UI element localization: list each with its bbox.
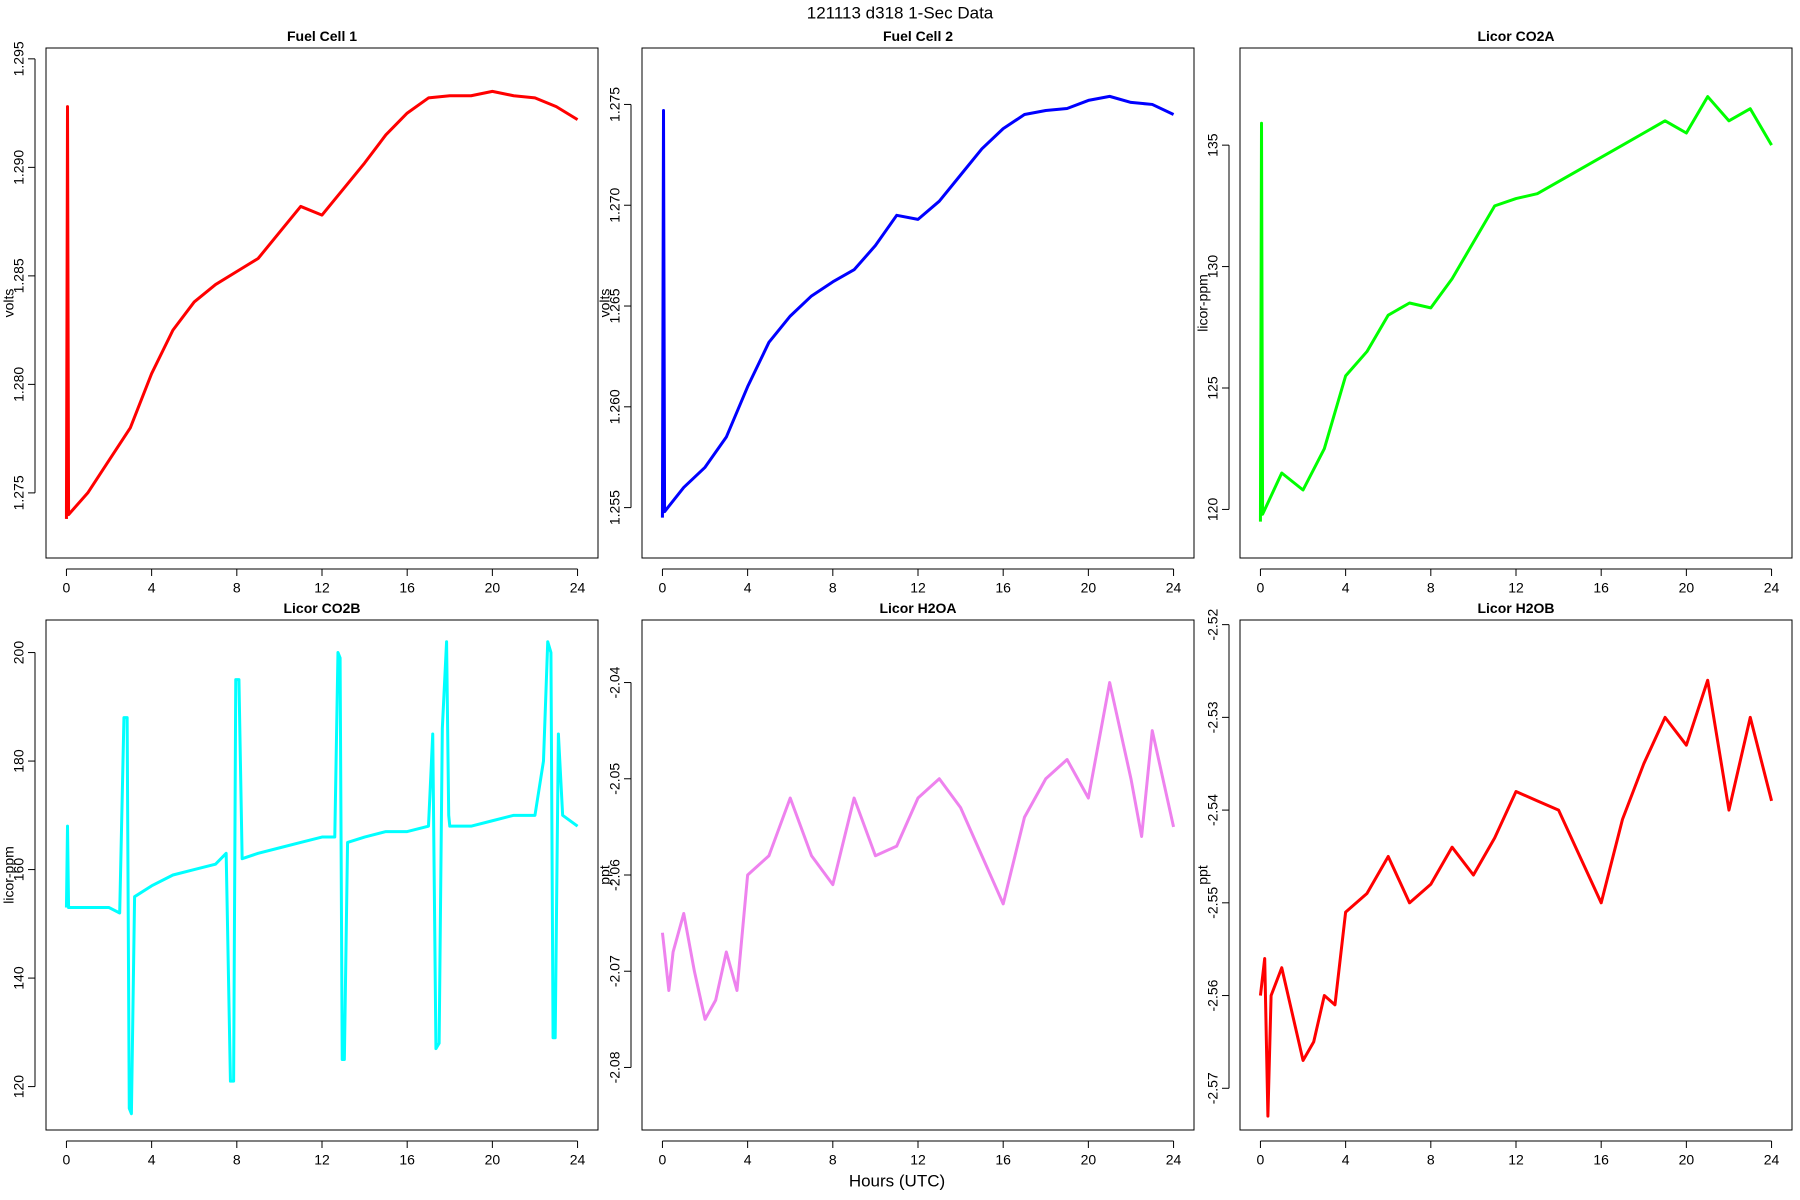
plot-frame [45, 47, 599, 559]
figure-title: 121113 d318 1-Sec Data [807, 3, 994, 22]
y-tick-label: -2.56 [1205, 979, 1221, 1011]
x-tick-label: 20 [485, 1152, 501, 1168]
y-tick-label: 1.255 [607, 490, 623, 525]
y-tick-label: 1.290 [11, 150, 27, 185]
panel-title: Fuel Cell 1 [287, 28, 357, 44]
x-tick-label: 8 [233, 580, 241, 596]
plot-frame [1239, 619, 1793, 1131]
y-tick-label: -2.08 [607, 1051, 623, 1083]
x-tick-label: 20 [1679, 1152, 1695, 1168]
x-tick-label: 20 [1679, 580, 1695, 596]
x-tick-label: 8 [1427, 1152, 1435, 1168]
x-tick-label: 12 [314, 1152, 330, 1168]
plot-frame [641, 619, 1195, 1131]
y-tick-label: 1.295 [11, 41, 27, 76]
y-tick-label: -2.06 [607, 859, 623, 891]
y-tick-label: -2.04 [607, 666, 623, 698]
data-line [64, 640, 579, 1116]
plot-frame [45, 619, 599, 1131]
y-tick-label: 1.270 [607, 188, 623, 223]
x-tick-label: 0 [63, 1152, 71, 1168]
x-tick-label: 8 [829, 580, 837, 596]
y-tick-label: -2.55 [1205, 887, 1221, 919]
y-tick-label: -2.53 [1205, 701, 1221, 733]
panel-title: Licor H2OB [1477, 600, 1554, 616]
x-tick-label: 16 [995, 1152, 1011, 1168]
x-tick-label: 12 [1508, 580, 1524, 596]
y-tick-label: 125 [1205, 376, 1221, 400]
x-tick-label: 12 [910, 580, 926, 596]
x-tick-label: 20 [1081, 580, 1097, 596]
y-axis-label: ppt [597, 865, 613, 885]
y-tick-label: -2.05 [607, 763, 623, 795]
x-tick-label: 24 [1764, 1152, 1780, 1168]
x-axis-label: Hours (UTC) [849, 1171, 945, 1190]
y-tick-label: 1.275 [607, 87, 623, 122]
y-tick-label: 120 [11, 1075, 27, 1099]
x-tick-label: 8 [1427, 580, 1435, 596]
x-tick-label: 0 [659, 580, 667, 596]
x-tick-label: 16 [399, 1152, 415, 1168]
y-axis-label: volts [597, 289, 613, 318]
y-tick-label: -2.57 [1205, 1072, 1221, 1104]
x-tick-label: 12 [1508, 1152, 1524, 1168]
x-tick-label: 4 [744, 1152, 752, 1168]
y-axis-label: ppt [1195, 865, 1211, 885]
y-tick-label: -2.54 [1205, 794, 1221, 826]
data-line [1258, 95, 1773, 522]
x-tick-label: 24 [1166, 1152, 1182, 1168]
y-axis-label: licor-ppm [1195, 274, 1211, 332]
x-tick-label: 0 [63, 580, 71, 596]
x-tick-label: 24 [1166, 580, 1182, 596]
x-tick-label: 8 [233, 1152, 241, 1168]
y-tick-label: -2.52 [1205, 608, 1221, 640]
y-tick-label: 180 [11, 749, 27, 773]
x-tick-label: 4 [744, 580, 752, 596]
y-tick-label: -2.07 [607, 955, 623, 987]
x-tick-label: 16 [995, 580, 1011, 596]
x-tick-label: 24 [570, 1152, 586, 1168]
y-tick-label: 130 [1205, 255, 1221, 279]
x-tick-label: 20 [1081, 1152, 1097, 1168]
y-tick-label: 135 [1205, 133, 1221, 157]
x-tick-label: 16 [1593, 1152, 1609, 1168]
panel-title: Licor H2OA [879, 600, 956, 616]
panel-title: Fuel Cell 2 [883, 28, 953, 44]
y-tick-label: 200 [11, 641, 27, 665]
data-line [1258, 678, 1774, 1118]
plot-frame [641, 47, 1195, 559]
x-tick-label: 24 [1764, 580, 1780, 596]
x-tick-label: 12 [910, 1152, 926, 1168]
y-tick-label: 1.285 [11, 258, 27, 293]
data-line [64, 89, 579, 519]
x-tick-label: 4 [1342, 580, 1350, 596]
y-tick-label: 1.265 [607, 288, 623, 323]
plot-frame [1239, 47, 1793, 559]
panel-title: Licor CO2A [1477, 28, 1554, 44]
x-tick-label: 4 [1342, 1152, 1350, 1168]
x-tick-label: 12 [314, 580, 330, 596]
data-line [660, 94, 1175, 518]
x-tick-label: 4 [148, 1152, 156, 1168]
x-tick-label: 16 [399, 580, 415, 596]
y-axis-label: licor-ppm [1, 846, 17, 904]
x-tick-label: 0 [1257, 1152, 1265, 1168]
x-tick-label: 0 [659, 1152, 667, 1168]
y-tick-label: 140 [11, 966, 27, 990]
panel-title: Licor CO2B [283, 600, 360, 616]
x-tick-label: 0 [1257, 580, 1265, 596]
x-tick-label: 8 [829, 1152, 837, 1168]
y-axis-label: volts [1, 289, 17, 318]
y-tick-label: 1.280 [11, 367, 27, 402]
x-tick-label: 24 [570, 580, 586, 596]
y-tick-label: 1.275 [11, 475, 27, 510]
y-tick-label: 120 [1205, 498, 1221, 522]
x-tick-label: 4 [148, 580, 156, 596]
x-tick-label: 20 [485, 580, 501, 596]
y-tick-label: 160 [11, 858, 27, 882]
data-line [660, 681, 1176, 1021]
y-tick-label: 1.260 [607, 389, 623, 424]
x-tick-label: 16 [1593, 580, 1609, 596]
